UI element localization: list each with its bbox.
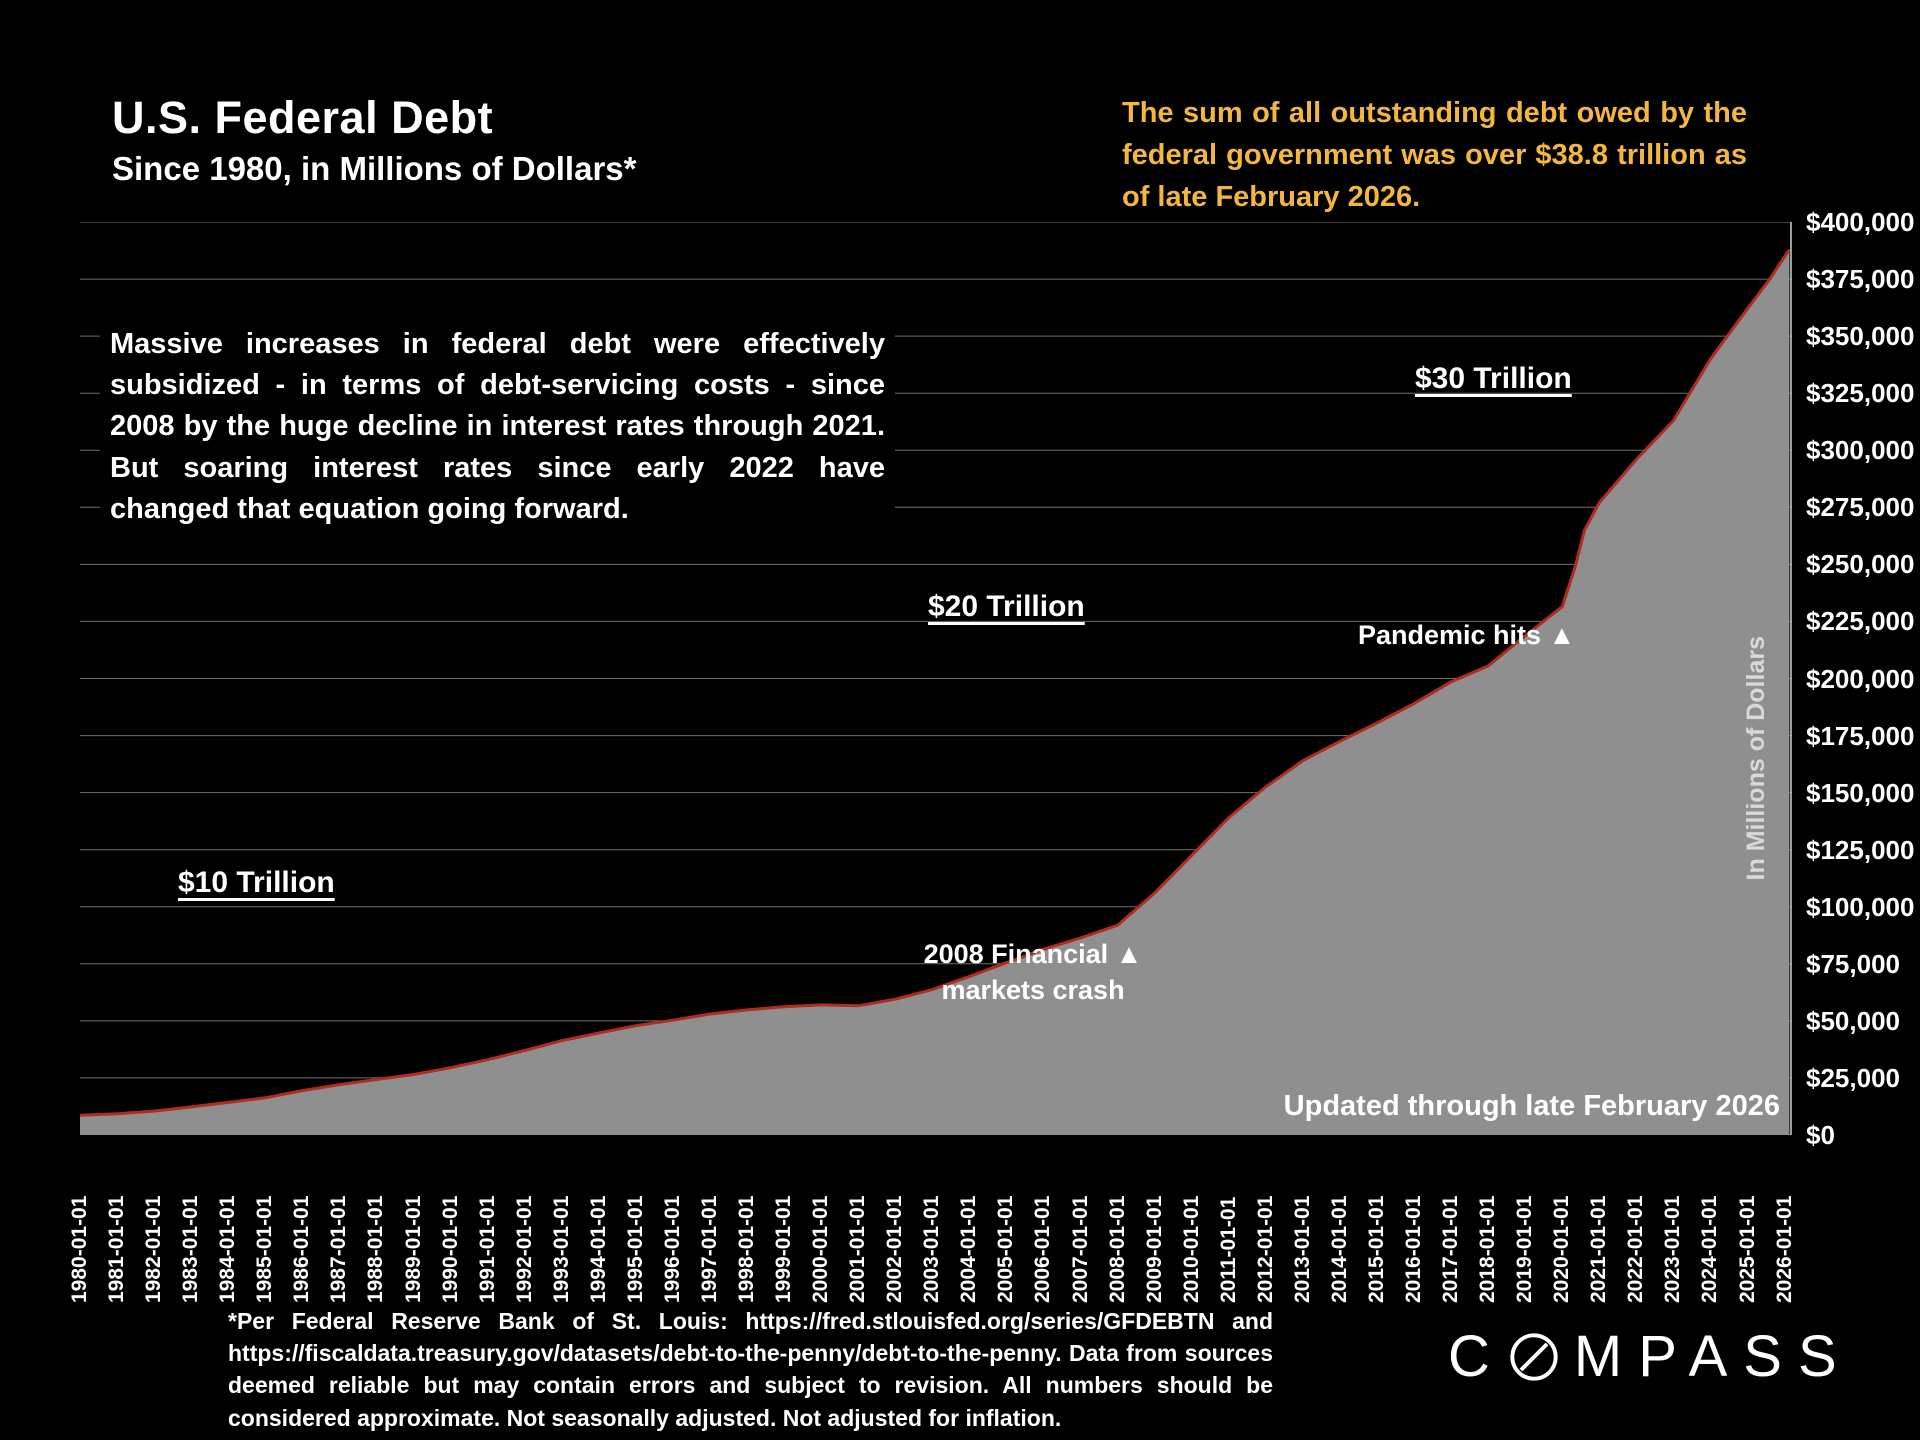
page-title: U.S. Federal Debt (112, 92, 494, 143)
page-subtitle: Since 1980, in Millions of Dollars* (112, 150, 637, 187)
x-tick-label: 1990-01-01 (438, 1195, 462, 1303)
y-tick-label: $0 (1806, 1120, 1835, 1150)
x-tick-label: 1981-01-01 (105, 1195, 129, 1303)
y-tick-label: $325,000 (1806, 378, 1915, 409)
y-tick-label: $200,000 (1806, 663, 1915, 694)
y-tick-label: $300,000 (1806, 435, 1915, 466)
x-tick-label: 1996-01-01 (660, 1195, 684, 1303)
compass-o-icon (1510, 1333, 1558, 1381)
x-tick-label: 2015-01-01 (1364, 1195, 1388, 1303)
x-tick-label: 2004-01-01 (957, 1195, 981, 1303)
y-tick-label: $100,000 (1806, 891, 1915, 922)
annotation-pandemic: Pandemic hits ▲ (1358, 620, 1576, 650)
x-tick-label: 2017-01-01 (1439, 1195, 1463, 1303)
annotation-2008-crash-line2: markets crash (941, 975, 1125, 1006)
x-tick-label: 2016-01-01 (1402, 1195, 1426, 1303)
x-tick-label: 1992-01-01 (512, 1195, 536, 1303)
y-tick-label: $175,000 (1806, 720, 1915, 751)
x-tick-label: 2010-01-01 (1179, 1195, 1203, 1303)
x-tick-label: 2020-01-01 (1550, 1195, 1574, 1303)
y-tick-label: $350,000 (1806, 321, 1915, 352)
y-tick-label: $150,000 (1806, 777, 1915, 808)
x-tick-label: 2014-01-01 (1327, 1195, 1351, 1303)
y-tick-label: $125,000 (1806, 834, 1915, 865)
x-tick-label: 1984-01-01 (216, 1195, 240, 1303)
y-tick-label: $250,000 (1806, 549, 1915, 580)
source-footnote: *Per Federal Reserve Bank of St. Louis: … (228, 1308, 1273, 1431)
x-tick-label: 1980-01-01 (68, 1195, 91, 1303)
x-tick-label: 1988-01-01 (364, 1195, 388, 1303)
annotation-2008-crash-line1: 2008 Financial ▲ (923, 939, 1143, 969)
commentary-text: Massive increases in federal debt were e… (100, 318, 895, 536)
annotation-30-trillion: $30 Trillion (1415, 362, 1572, 395)
x-tick-label: 1995-01-01 (623, 1195, 647, 1303)
x-tick-label: 2003-01-01 (920, 1195, 944, 1303)
y-tick-label: $225,000 (1806, 606, 1915, 637)
x-tick-label: 2023-01-01 (1661, 1195, 1685, 1303)
x-tick-label: 1991-01-01 (475, 1195, 499, 1303)
x-tick-label: 2000-01-01 (809, 1195, 833, 1303)
x-tick-label: 2006-01-01 (1031, 1195, 1055, 1303)
x-tick-label: 1994-01-01 (586, 1195, 610, 1303)
x-tick-label: 2022-01-01 (1624, 1195, 1648, 1303)
annotation-10-trillion: $10 Trillion (178, 866, 335, 899)
y-tick-label: $25,000 (1806, 1062, 1900, 1093)
callout-text: The sum of all outstanding debt owed by … (1122, 97, 1747, 214)
x-tick-label: 1985-01-01 (253, 1195, 277, 1303)
x-tick-label: 2026-01-01 (1772, 1195, 1796, 1303)
x-tick-label: 2013-01-01 (1290, 1195, 1314, 1303)
x-tick-label: 2011-01-01 (1216, 1196, 1240, 1303)
x-tick-label: 2007-01-01 (1068, 1195, 1092, 1303)
x-tick-label: 1983-01-01 (179, 1195, 203, 1303)
compass-logo-c: C (1448, 1324, 1506, 1389)
x-tick-label: 1987-01-01 (327, 1195, 351, 1303)
y-tick-label: $50,000 (1806, 1005, 1900, 1036)
debt-area-chart (80, 222, 1792, 1135)
x-tick-label: 2012-01-01 (1253, 1195, 1277, 1303)
x-tick-label: 1993-01-01 (549, 1195, 573, 1303)
x-tick-label: 2019-01-01 (1513, 1195, 1537, 1303)
updated-through-label: Updated through late February 2026 (1283, 1090, 1780, 1122)
x-tick-label: 1986-01-01 (290, 1195, 314, 1303)
x-tick-label: 2005-01-01 (994, 1195, 1018, 1303)
x-tick-label: 1982-01-01 (142, 1195, 166, 1303)
x-tick-label: 2021-01-01 (1587, 1195, 1611, 1303)
annotation-20-trillion: $20 Trillion (928, 590, 1085, 623)
x-tick-label: 2024-01-01 (1698, 1195, 1722, 1303)
y-tick-label: $75,000 (1806, 948, 1900, 979)
annotation-2008-crash: 2008 Financial ▲ markets crash (878, 936, 1188, 1009)
y-tick-label: $375,000 (1806, 264, 1915, 295)
x-tick-label: 1997-01-01 (697, 1195, 721, 1303)
x-tick-label: 1989-01-01 (401, 1195, 425, 1303)
y-axis-title: In Millions of Dollars (1742, 636, 1770, 881)
x-tick-label: 2002-01-01 (883, 1195, 907, 1303)
x-tick-label: 2018-01-01 (1476, 1195, 1500, 1303)
x-tick-label: 2008-01-01 (1105, 1195, 1129, 1303)
compass-logo: C MPASS (1448, 1328, 1853, 1386)
compass-logo-mpass: MPASS (1573, 1324, 1853, 1389)
y-tick-label: $275,000 (1806, 492, 1915, 523)
x-tick-label: 1998-01-01 (735, 1195, 758, 1303)
y-tick-label: $400,000 (1806, 207, 1915, 237)
x-tick-label: 2009-01-01 (1142, 1195, 1166, 1303)
x-tick-label: 1999-01-01 (772, 1195, 796, 1303)
x-tick-label: 2025-01-01 (1735, 1195, 1759, 1303)
chart-plot-area (80, 222, 1792, 1135)
x-tick-label: 2001-01-01 (846, 1195, 870, 1303)
